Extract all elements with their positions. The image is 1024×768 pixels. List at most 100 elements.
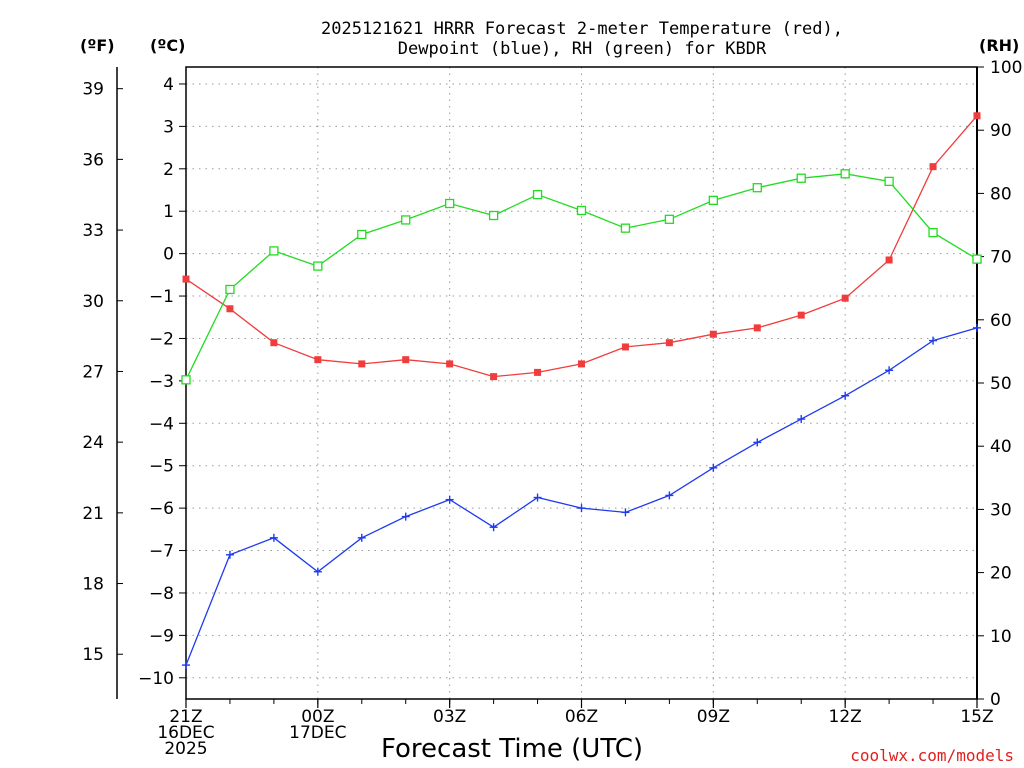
grid-lines xyxy=(186,67,977,699)
time-tick-label: 15Z xyxy=(960,707,993,727)
fahrenheit-tick-label: 21 xyxy=(82,504,104,524)
rh-point xyxy=(928,227,938,238)
rh-tick-label: 40 xyxy=(990,437,1012,457)
dewpoint-point xyxy=(489,523,498,532)
time-tick-label: 16DEC xyxy=(157,723,214,743)
2-meter-temperature-point xyxy=(578,360,585,368)
rh-point xyxy=(488,210,499,221)
2-meter-temperature-point xyxy=(534,368,542,376)
time-tick-label: 03Z xyxy=(433,707,466,727)
celsius-tick-label: 2 xyxy=(163,160,174,180)
celsius-tick-label: −3 xyxy=(149,372,174,392)
time-tick-label: 06Z xyxy=(565,707,598,727)
dewpoint-point xyxy=(841,391,850,400)
celsius-tick-label: 4 xyxy=(163,75,174,95)
dewpoint-point xyxy=(577,504,586,513)
rh-tick-label: 70 xyxy=(990,248,1012,268)
rh-point xyxy=(840,169,850,179)
celsius-tick-label: −6 xyxy=(149,499,174,519)
fahrenheit-tick-label: 18 xyxy=(82,575,104,595)
rh-tick-label: 90 xyxy=(990,121,1012,141)
rh-point xyxy=(972,254,982,264)
rh-tick-label: 50 xyxy=(990,374,1012,394)
dewpoint-point xyxy=(182,661,190,670)
rh-tick-label: 60 xyxy=(990,311,1012,331)
celsius-tick-label: 0 xyxy=(163,245,174,265)
dewpoint-point xyxy=(533,493,542,502)
time-tick-label: 2025 xyxy=(164,739,207,759)
2-meter-temperature-point xyxy=(226,305,234,313)
time-tick-label: 09Z xyxy=(697,707,730,727)
rh-point xyxy=(445,198,455,209)
fahrenheit-tick-label: 27 xyxy=(82,362,104,382)
dewpoint-point xyxy=(797,415,806,424)
fahrenheit-tick-label: 15 xyxy=(82,645,104,665)
chart-title-line1: 2025121621 HRRR Forecast 2-meter Tempera… xyxy=(321,19,843,39)
2-meter-temperature-point xyxy=(885,256,893,264)
rh-tick-label: 100 xyxy=(990,58,1022,78)
fahrenheit-axis: 39 36 33 30 27 24 21 18 15 xyxy=(82,80,123,665)
fahrenheit-tick-label: 30 xyxy=(82,292,104,312)
2-meter-temperature-point xyxy=(182,275,190,283)
2-meter-temperature-point xyxy=(402,356,410,364)
2-meter-temperature-point xyxy=(446,360,454,368)
x-axis-title: Forecast Time (UTC) xyxy=(381,734,643,764)
celsius-axis: 4 3 2 1 0 −1 −2 −3 −4 −5 −6 −7 −8 −9 −10 xyxy=(138,75,186,689)
fahrenheit-tick-label: 24 xyxy=(82,433,104,453)
dewpoint-point xyxy=(225,550,234,559)
fahrenheit-unit-label: (ºF) xyxy=(80,36,115,55)
celsius-tick-label: 1 xyxy=(163,202,174,222)
chart-title-line2: Dewpoint (blue), RH (green) for KBDR xyxy=(398,39,767,59)
dewpoint-point xyxy=(401,512,410,521)
rh-point xyxy=(752,183,762,193)
fahrenheit-tick-label: 33 xyxy=(82,221,104,241)
time-tick-label: 12Z xyxy=(829,707,862,727)
2-meter-temperature-point xyxy=(621,343,629,351)
plot-frame xyxy=(185,66,978,700)
rh-tick-label: 0 xyxy=(990,690,1001,710)
rh-point xyxy=(401,215,411,225)
celsius-tick-label: 3 xyxy=(163,117,174,137)
2-meter-temperature-point xyxy=(753,324,761,332)
dewpoint-point xyxy=(709,463,718,472)
rh-point xyxy=(225,284,235,295)
dewpoint-point xyxy=(357,533,366,542)
rh-axis: 0 10 20 30 40 50 60 70 80 90 100 xyxy=(977,58,1022,710)
2-meter-temperature-point xyxy=(665,339,673,347)
rh-point xyxy=(357,229,367,240)
celsius-tick-label: −1 xyxy=(149,287,174,307)
time-tick-label: 00Z xyxy=(301,707,334,727)
2-meter-temperature-point xyxy=(797,311,805,319)
2-meter-temperature-point xyxy=(709,330,717,338)
rh-tick-label: 20 xyxy=(990,564,1012,584)
rh-point xyxy=(532,190,543,200)
2-meter-temperature-line xyxy=(185,115,978,378)
fahrenheit-tick-label: 39 xyxy=(82,80,104,100)
2-meter-temperature-point xyxy=(929,163,937,171)
credit-text: coolwx.com/models xyxy=(850,746,1014,765)
2-meter-temperature-point xyxy=(841,294,849,302)
rh-point xyxy=(620,223,631,233)
celsius-tick-label: −2 xyxy=(149,329,174,349)
2-meter-temperature-point xyxy=(358,360,366,368)
celsius-tick-label: −8 xyxy=(149,584,174,604)
rh-tick-label: 80 xyxy=(990,184,1012,204)
rh-point xyxy=(796,173,806,183)
2-meter-temperature-point xyxy=(270,339,278,347)
rh-point xyxy=(313,261,323,271)
rh-point xyxy=(884,176,894,187)
celsius-tick-label: −9 xyxy=(149,626,174,646)
rh-point xyxy=(664,214,675,224)
dewpoint-point xyxy=(313,567,322,576)
rh-point xyxy=(708,195,718,206)
time-tick-label: 21Z xyxy=(169,707,202,727)
dewpoint-point xyxy=(621,508,630,517)
chart-title: 2025121621 HRRR Forecast 2-meter Tempera… xyxy=(321,19,843,59)
celsius-tick-label: −5 xyxy=(149,457,174,477)
rh-unit-label: (RH) xyxy=(979,36,1019,55)
dewpoint-point xyxy=(753,438,762,447)
celsius-tick-label: −4 xyxy=(149,414,174,434)
2-meter-temperature-point xyxy=(314,356,322,364)
time-tick-label: 17DEC xyxy=(289,723,346,743)
